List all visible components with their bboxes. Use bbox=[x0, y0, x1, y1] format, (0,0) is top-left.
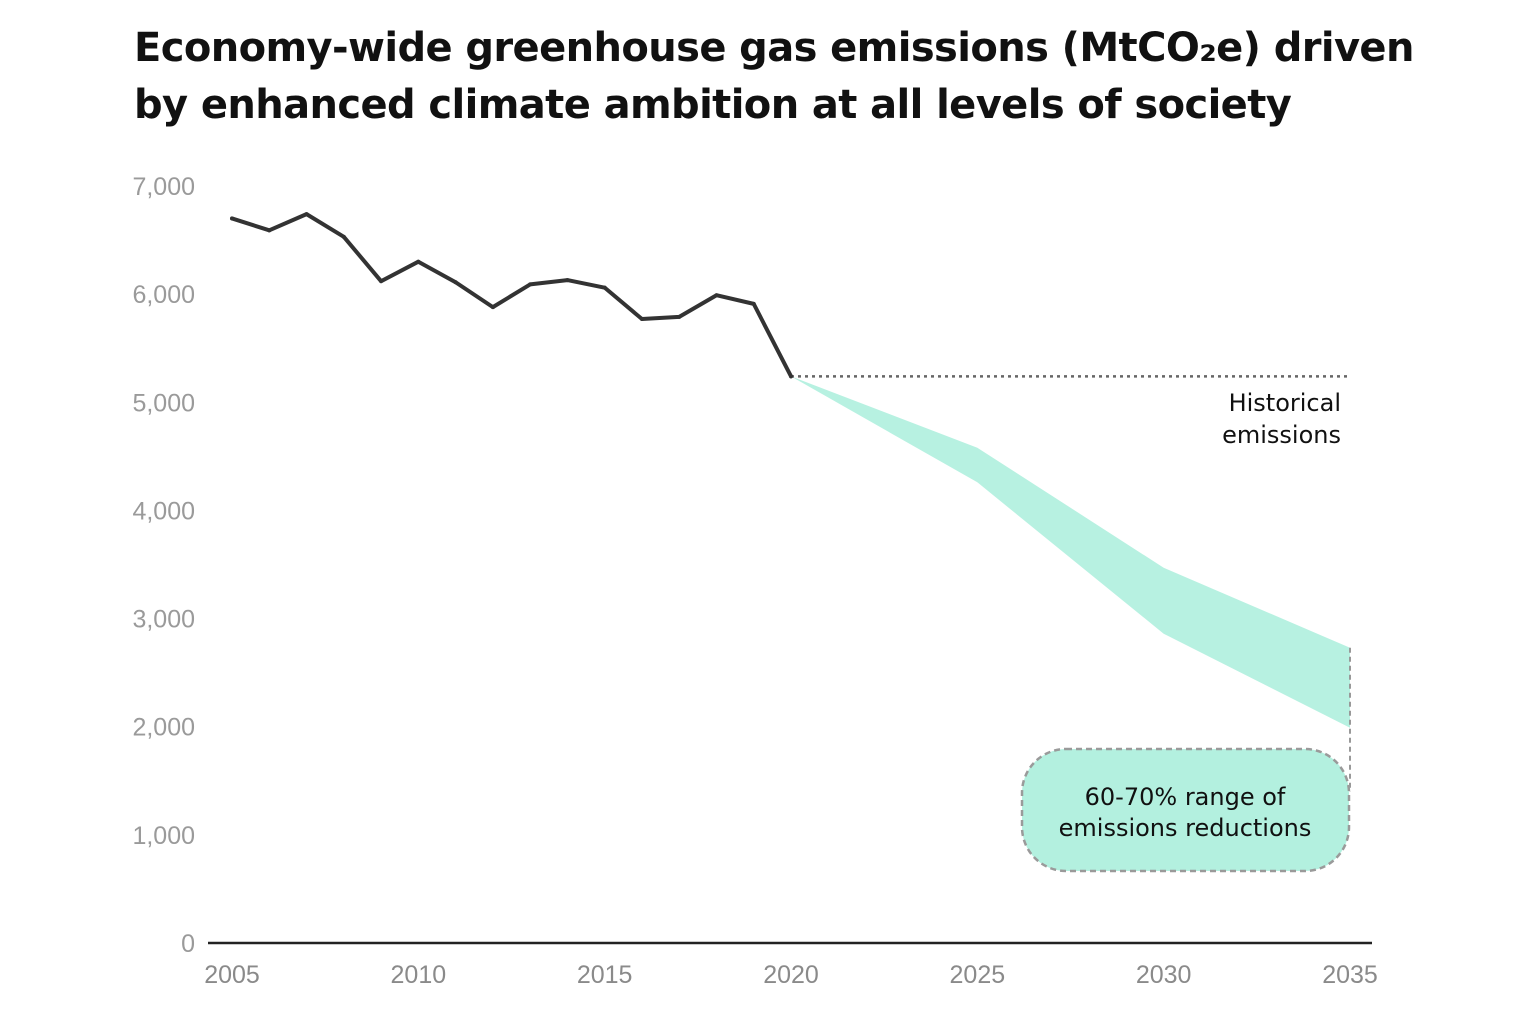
historical-emissions-line bbox=[230, 212, 793, 379]
historical-data-point bbox=[528, 282, 533, 287]
reduction-range-label-line-1: 60-70% range of bbox=[1085, 783, 1286, 811]
y-tick-label: 6,000 bbox=[132, 281, 195, 309]
y-tick-label: 3,000 bbox=[132, 606, 195, 634]
historical-data-point bbox=[341, 234, 346, 239]
historical-data-point bbox=[267, 228, 272, 233]
historical-data-point bbox=[751, 301, 756, 306]
chart-title: Economy-wide greenhouse gas emissions (M… bbox=[134, 20, 1434, 134]
historical-data-point bbox=[602, 285, 607, 290]
y-tick-label: 0 bbox=[181, 930, 195, 958]
y-tick-label: 7,000 bbox=[132, 173, 195, 201]
historical-data-point bbox=[453, 280, 458, 285]
chart-title-line-1: Economy-wide greenhouse gas emissions (M… bbox=[134, 25, 1414, 71]
x-tick-label: 2025 bbox=[950, 961, 1006, 989]
historical-data-point bbox=[677, 314, 682, 319]
y-tick-label: 4,000 bbox=[132, 497, 195, 525]
historical-data-point bbox=[304, 212, 309, 217]
x-tick-label: 2010 bbox=[391, 961, 447, 989]
x-tick-label: 2035 bbox=[1322, 961, 1378, 989]
historical-data-point bbox=[789, 374, 793, 379]
reduction-range-callout-box bbox=[1020, 747, 1351, 873]
x-tick-label: 2030 bbox=[1136, 961, 1192, 989]
chart-title-line-2: by enhanced climate ambition at all leve… bbox=[134, 82, 1292, 128]
x-tick-label: 2015 bbox=[577, 961, 633, 989]
historical-data-point bbox=[416, 259, 421, 264]
x-tick-label: 2020 bbox=[763, 961, 819, 989]
historical-data-point bbox=[714, 293, 719, 298]
historical-data-point bbox=[379, 279, 384, 284]
historical-data-point bbox=[490, 305, 495, 310]
historical-data-point bbox=[639, 317, 644, 322]
y-tick-label: 5,000 bbox=[132, 389, 195, 417]
x-axis-ticks: 2005 2010 2015 2020 2025 2030 2035 bbox=[204, 961, 1378, 989]
x-tick-label: 2005 bbox=[204, 961, 260, 989]
y-axis-ticks: 0 1,000 2,000 3,000 4,000 5,000 6,000 7,000 bbox=[132, 173, 195, 958]
historical-data-point bbox=[565, 278, 570, 283]
historical-data-points bbox=[230, 212, 793, 379]
y-tick-label: 1,000 bbox=[132, 822, 195, 850]
historical-emissions-label-line-2: emissions bbox=[1222, 421, 1341, 449]
historical-data-point bbox=[230, 216, 234, 221]
reduction-range-label-line-2: emissions reductions bbox=[1059, 814, 1312, 842]
y-tick-label: 2,000 bbox=[132, 714, 195, 742]
reduction-range-band bbox=[791, 376, 1350, 728]
historical-emissions-label-line-1: Historical bbox=[1229, 389, 1341, 417]
